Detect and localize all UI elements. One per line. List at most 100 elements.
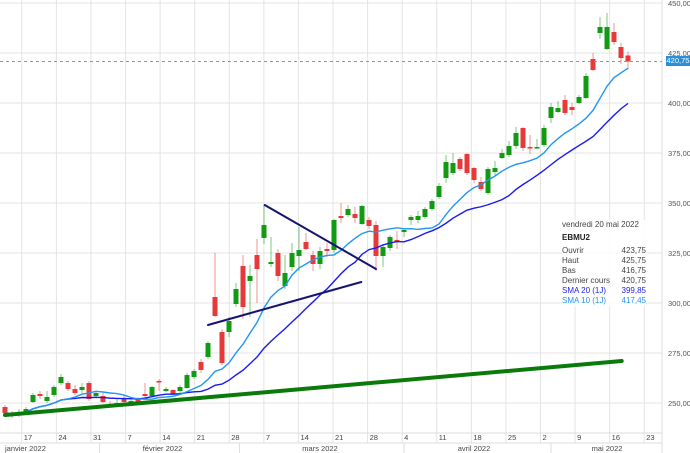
x-tick-label: 11 (439, 433, 447, 442)
candle-body (282, 273, 288, 286)
candle (506, 141, 512, 157)
candle-body (121, 398, 127, 402)
candle-body (583, 76, 589, 98)
candle-body (135, 399, 141, 403)
candle-body (422, 209, 428, 217)
candle-body (499, 153, 505, 158)
candle (569, 103, 575, 115)
candle (576, 95, 582, 104)
y-tick-label: 400,00 (668, 99, 690, 108)
tooltip-panel: vendredi 20 mai 2022 EBMU2 Ouvrir 423,75 … (562, 220, 646, 306)
candle-body (86, 383, 92, 399)
candle (618, 43, 624, 64)
x-tick-label: 2 (543, 433, 547, 442)
candle (366, 217, 372, 229)
candle-body (289, 253, 295, 267)
candle-body (597, 27, 603, 33)
candle (149, 386, 155, 397)
candle-body (520, 128, 526, 148)
candle (51, 385, 57, 397)
label: Haut (562, 256, 579, 265)
candle-body (534, 147, 540, 149)
candle (534, 139, 540, 149)
month-label: avril 2022 (458, 444, 491, 453)
x-tick-label: 7 (266, 433, 270, 442)
x-tick-label: 21 (335, 433, 343, 442)
candle-body (338, 216, 344, 218)
month-label: janvier 2022 (4, 444, 46, 453)
candle (240, 255, 246, 319)
candle-body (408, 217, 414, 220)
x-tick-label: 7 (128, 433, 132, 442)
candle-body (429, 201, 435, 209)
candle-body (590, 59, 596, 70)
candle (492, 161, 498, 175)
tooltip-row-high: Haut 425,75 (562, 256, 646, 266)
candle (520, 127, 526, 151)
x-tick-label: 16 (612, 433, 620, 442)
candle (555, 101, 561, 113)
candle (394, 231, 400, 249)
candle (212, 253, 218, 317)
candle-body (485, 169, 491, 193)
candle (597, 17, 603, 39)
label: Ouvrir (562, 246, 584, 255)
candle-body (394, 240, 400, 242)
y-tick-label: 300,00 (668, 299, 690, 308)
candle-body (205, 343, 211, 357)
x-tick-label: 14 (300, 433, 308, 442)
candle (408, 215, 414, 225)
candle (163, 387, 169, 392)
y-tick-label: 325,00 (668, 249, 690, 258)
candle (436, 183, 442, 199)
candle-body (541, 128, 547, 145)
candle (611, 23, 617, 45)
label: Bas (562, 266, 576, 275)
candle-body (65, 383, 71, 389)
candle (373, 221, 379, 271)
candle-body (450, 163, 456, 173)
triangle-trendline (207, 281, 363, 326)
x-tick-label: 4 (404, 433, 408, 442)
candle (289, 243, 295, 271)
candle-body (240, 266, 246, 307)
candle-body (23, 409, 29, 413)
candle-body (79, 387, 85, 390)
candle-body (513, 133, 519, 146)
value: 425,75 (621, 256, 646, 265)
y-tick-label: 375,00 (668, 149, 690, 158)
candle (527, 135, 533, 154)
candle (58, 374, 64, 385)
candle-body (219, 332, 225, 363)
candle-body (604, 27, 610, 49)
candle-body (345, 209, 351, 215)
value: 416,75 (621, 266, 646, 275)
candle-body (2, 407, 8, 413)
candle (205, 341, 211, 359)
candle-body (58, 377, 64, 383)
tooltip-row-low: Bas 416,75 (562, 266, 646, 276)
candle (261, 205, 267, 244)
candle-body (156, 381, 162, 383)
candle-body (506, 146, 512, 155)
candle-body (492, 168, 498, 172)
candle (303, 233, 309, 250)
candle (443, 155, 449, 183)
candle (79, 383, 85, 393)
candle-body (170, 390, 176, 394)
candle-body (198, 362, 204, 370)
candle-body (569, 107, 575, 110)
candle-body (443, 162, 449, 178)
x-tick-label: 9 (577, 433, 581, 442)
candle-body (184, 375, 190, 388)
candle (485, 167, 491, 195)
candle (471, 167, 477, 183)
candle (37, 391, 43, 399)
candle (464, 153, 470, 175)
candle (191, 369, 197, 379)
x-tick-label: 14 (162, 433, 170, 442)
value: 399,85 (621, 286, 646, 295)
candle (233, 283, 239, 307)
